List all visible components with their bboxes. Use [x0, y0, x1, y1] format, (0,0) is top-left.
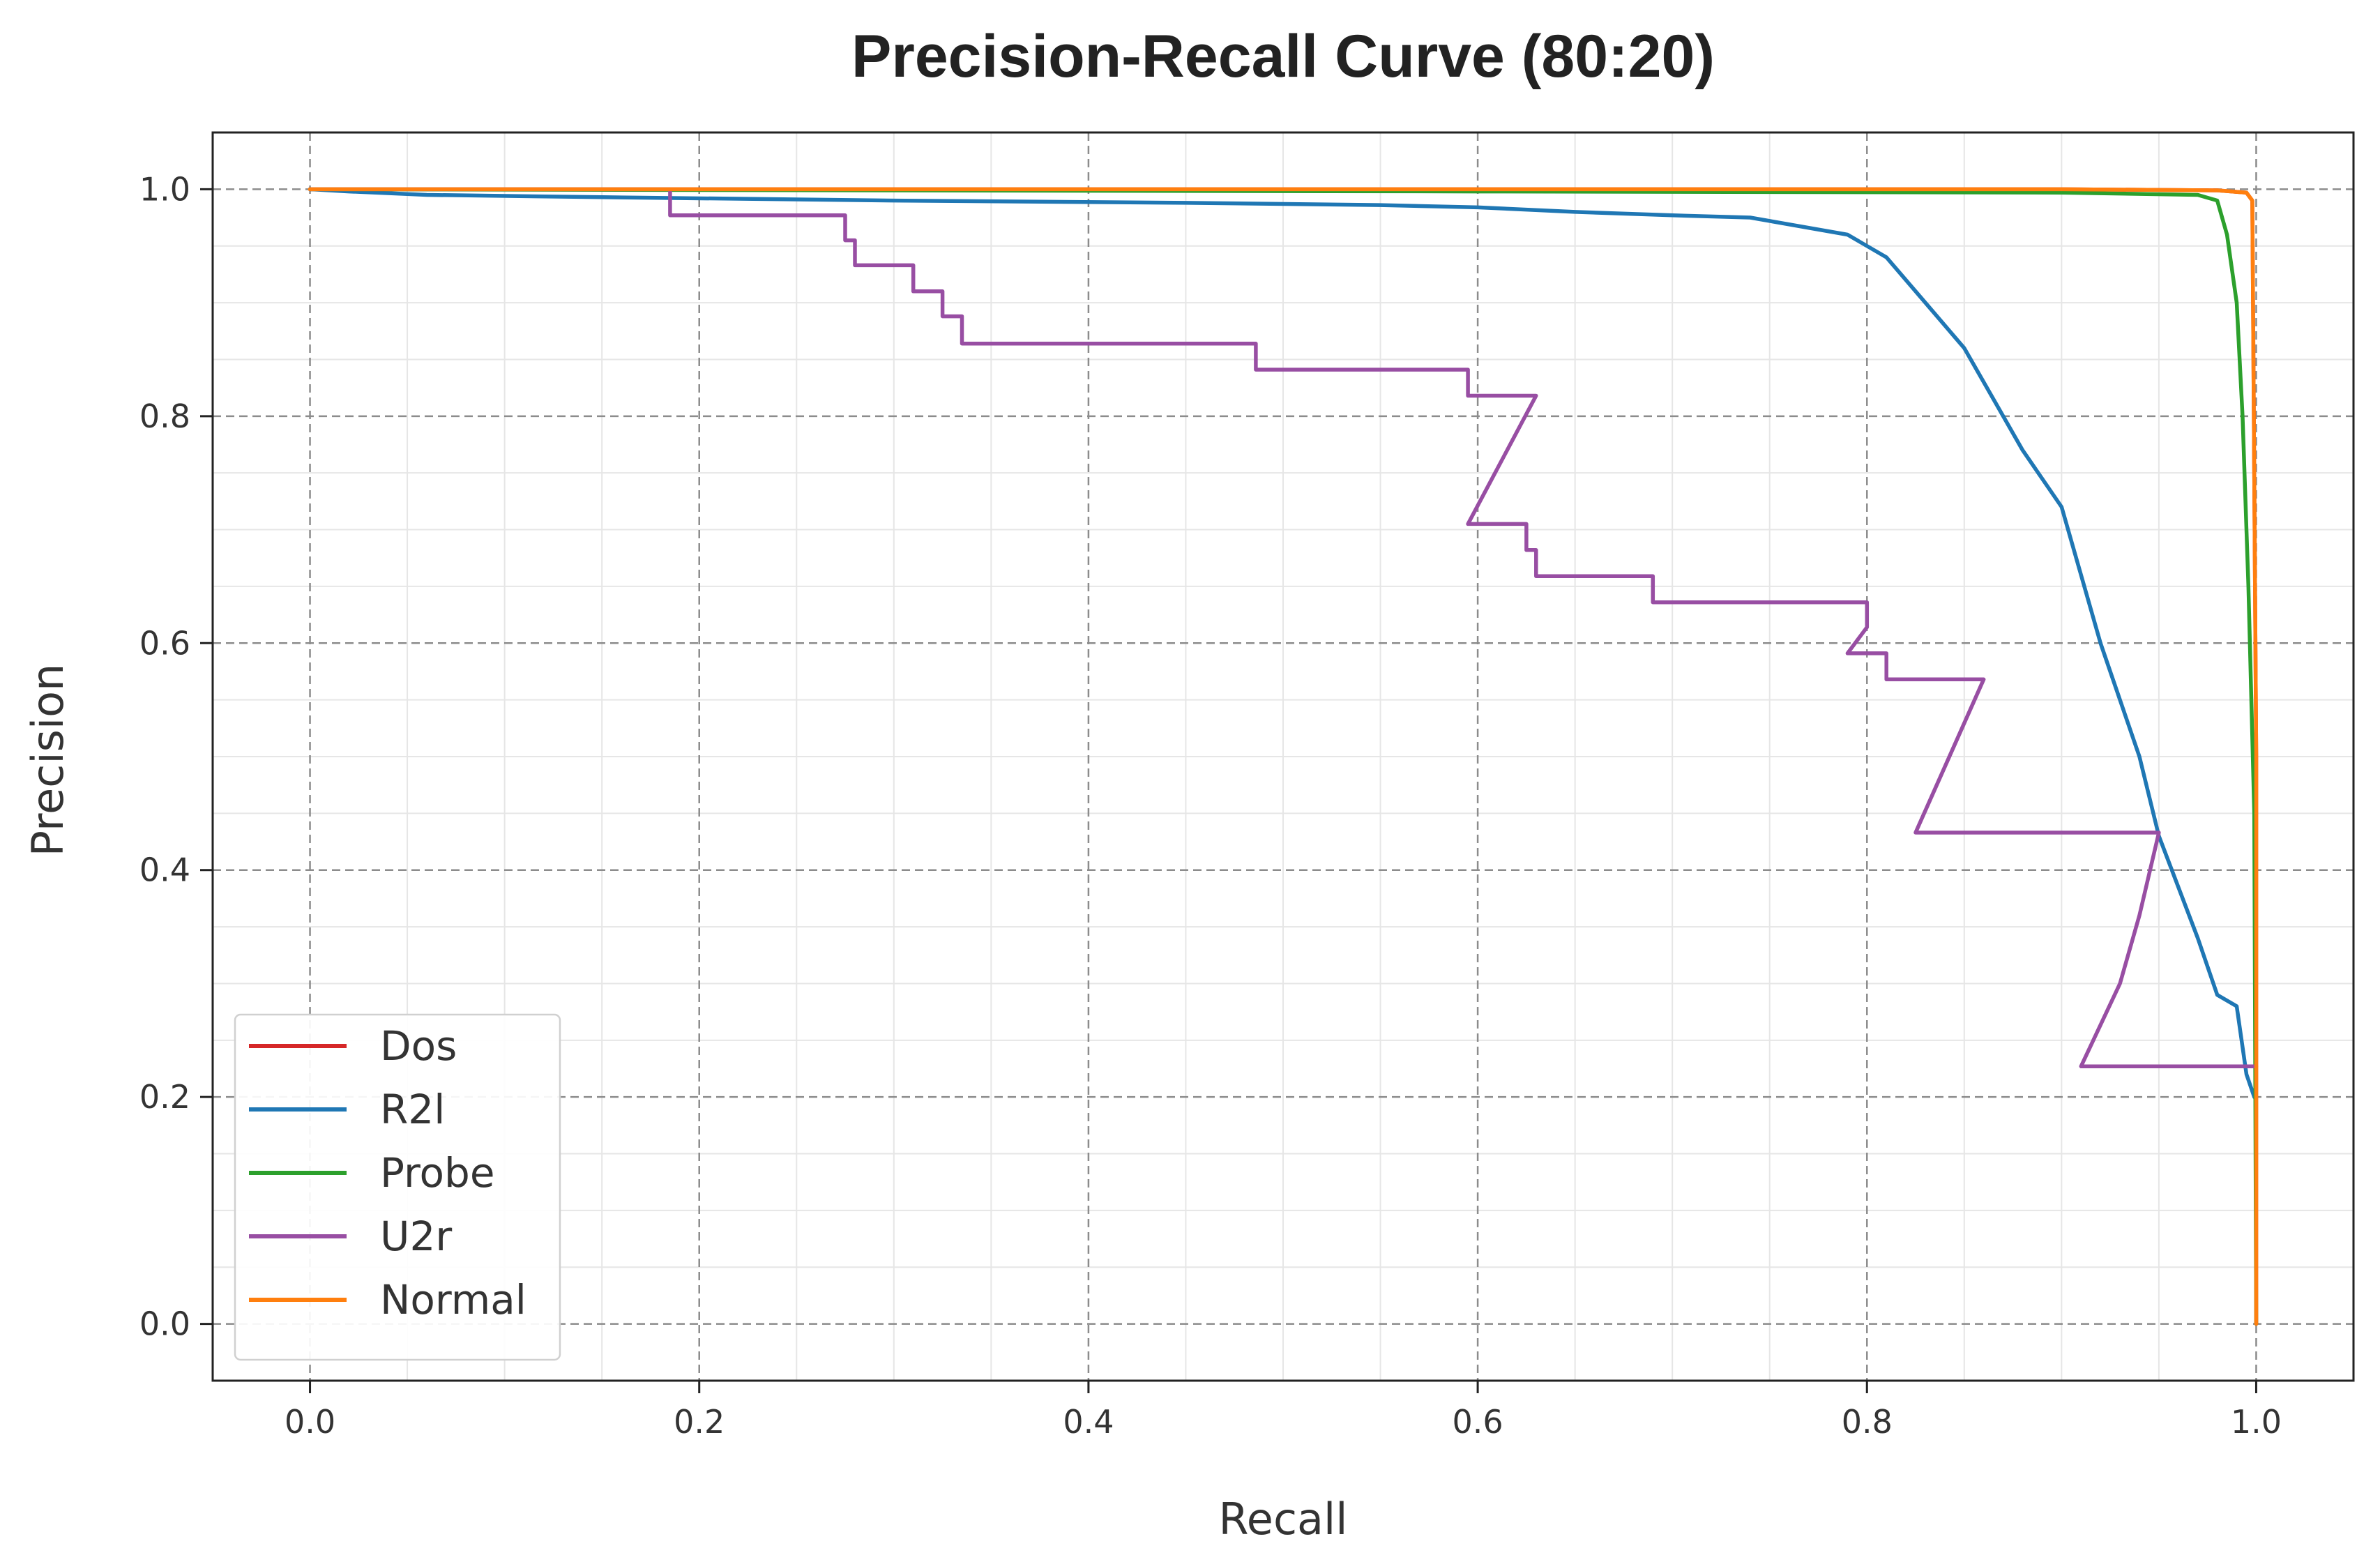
x-tick-label: 0.8: [1842, 1403, 1893, 1441]
tick-labels: 0.0 0.2 0.4 0.6 0.8 1.0 0.0 0.2 0.4 0.6 0.8 1.0: [139, 170, 2282, 1441]
series-line-r2l: [308, 187, 2259, 1099]
legend-label: Normal: [380, 1276, 526, 1323]
series-line-normal: [308, 187, 2259, 1326]
x-tick-label: 0.4: [1063, 1403, 1114, 1441]
y-tick-label: 0.0: [139, 1305, 190, 1343]
legend-label: R2l: [380, 1086, 445, 1133]
chart-title: Precision-Recall Curve (80:20): [851, 23, 1715, 90]
y-tick-label: 0.6: [139, 624, 190, 662]
series-line-probe: [308, 187, 2259, 1326]
x-tick-label: 0.2: [674, 1403, 725, 1441]
series-layer: [308, 187, 2259, 1326]
plot-frame: [211, 131, 2355, 1382]
y-tick-label: 0.2: [139, 1078, 190, 1116]
y-tick-label: 0.4: [139, 851, 190, 889]
x-tick-label: 0.6: [1453, 1403, 1503, 1441]
x-axis-label: Recall: [1219, 1494, 1348, 1545]
x-tick-label: 1.0: [2231, 1403, 2282, 1441]
legend-label: Dos: [380, 1022, 457, 1070]
x-tick-label: 0.0: [285, 1403, 335, 1441]
series-line-u2r: [308, 187, 2259, 1068]
ticks-layer: [200, 188, 2257, 1393]
minor-grid: [212, 132, 2354, 1381]
y-tick-label: 1.0: [139, 170, 190, 208]
y-tick-label: 0.8: [139, 397, 190, 435]
legend-box: [234, 1013, 561, 1361]
legend: Dos R2l Probe U2r Normal: [234, 1013, 561, 1361]
legend-label: U2r: [380, 1213, 452, 1260]
y-axis-label: Precision: [22, 664, 73, 857]
legend-label: Probe: [380, 1149, 495, 1197]
